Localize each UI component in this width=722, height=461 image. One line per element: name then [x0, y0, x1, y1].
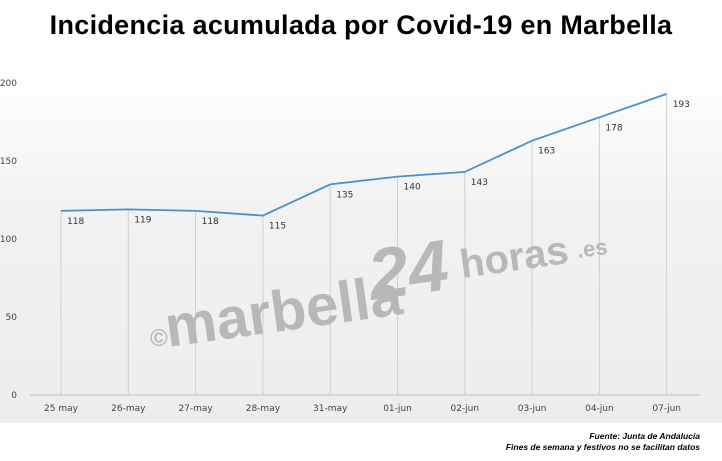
- page-title: Incidencia acumulada por Covid-19 en Mar…: [49, 10, 673, 40]
- data-label: 135: [336, 190, 353, 200]
- data-label: 119: [134, 215, 151, 225]
- note-text: Fines de semana y festivos no se facilit…: [505, 442, 700, 452]
- x-tick-label: 07-jun: [652, 404, 681, 414]
- y-tick-label: 150: [0, 157, 17, 167]
- x-tick-label: 25 may: [44, 404, 79, 414]
- x-tick-label: 31-may: [313, 404, 348, 414]
- data-label: 115: [269, 222, 286, 232]
- x-tick-label: 02-jun: [450, 404, 479, 414]
- series-line: [60, 93, 667, 217]
- data-label: 193: [673, 100, 690, 110]
- x-axis-ticks: 25 may 26-may 27-may 28-may 31-may 01-jun 02-j…: [44, 404, 681, 414]
- data-label: 178: [605, 123, 622, 133]
- x-tick-label: 01-jun: [383, 404, 412, 414]
- x-tick-label: 26-may: [111, 404, 146, 414]
- x-tick-label: 27-may: [178, 404, 213, 414]
- data-label: 118: [67, 217, 84, 227]
- data-label: 143: [471, 178, 488, 188]
- data-label: 163: [538, 147, 555, 157]
- data-label: 140: [404, 183, 421, 193]
- chart-grid: [30, 93, 700, 396]
- watermark-copyright: ©: [150, 325, 168, 352]
- chart-panel: [0, 68, 722, 423]
- x-tick-label: 04-jun: [585, 404, 614, 414]
- data-label: 118: [202, 217, 219, 227]
- watermark-suffix: horas: [457, 228, 571, 287]
- source-text: Fuente: Junta de Andalucía: [589, 431, 700, 441]
- y-axis-ticks: 0 50 100 150 200: [0, 79, 17, 401]
- y-tick-label: 200: [0, 79, 17, 89]
- chart-source: Fuente: Junta de Andalucía Fines de sema…: [506, 431, 700, 453]
- x-tick-label: 28-may: [246, 404, 281, 414]
- watermark-tld: .es: [575, 234, 609, 263]
- y-tick-label: 0: [11, 391, 17, 401]
- y-tick-label: 100: [0, 235, 17, 245]
- x-tick-label: 03-jun: [518, 404, 547, 414]
- watermark-number: 24: [361, 225, 453, 316]
- y-tick-label: 50: [6, 313, 18, 323]
- watermark: © marbella 24 horas .es: [150, 225, 609, 359]
- data-labels: 118 119 118 115 135 140 143 163 178 193: [67, 100, 690, 232]
